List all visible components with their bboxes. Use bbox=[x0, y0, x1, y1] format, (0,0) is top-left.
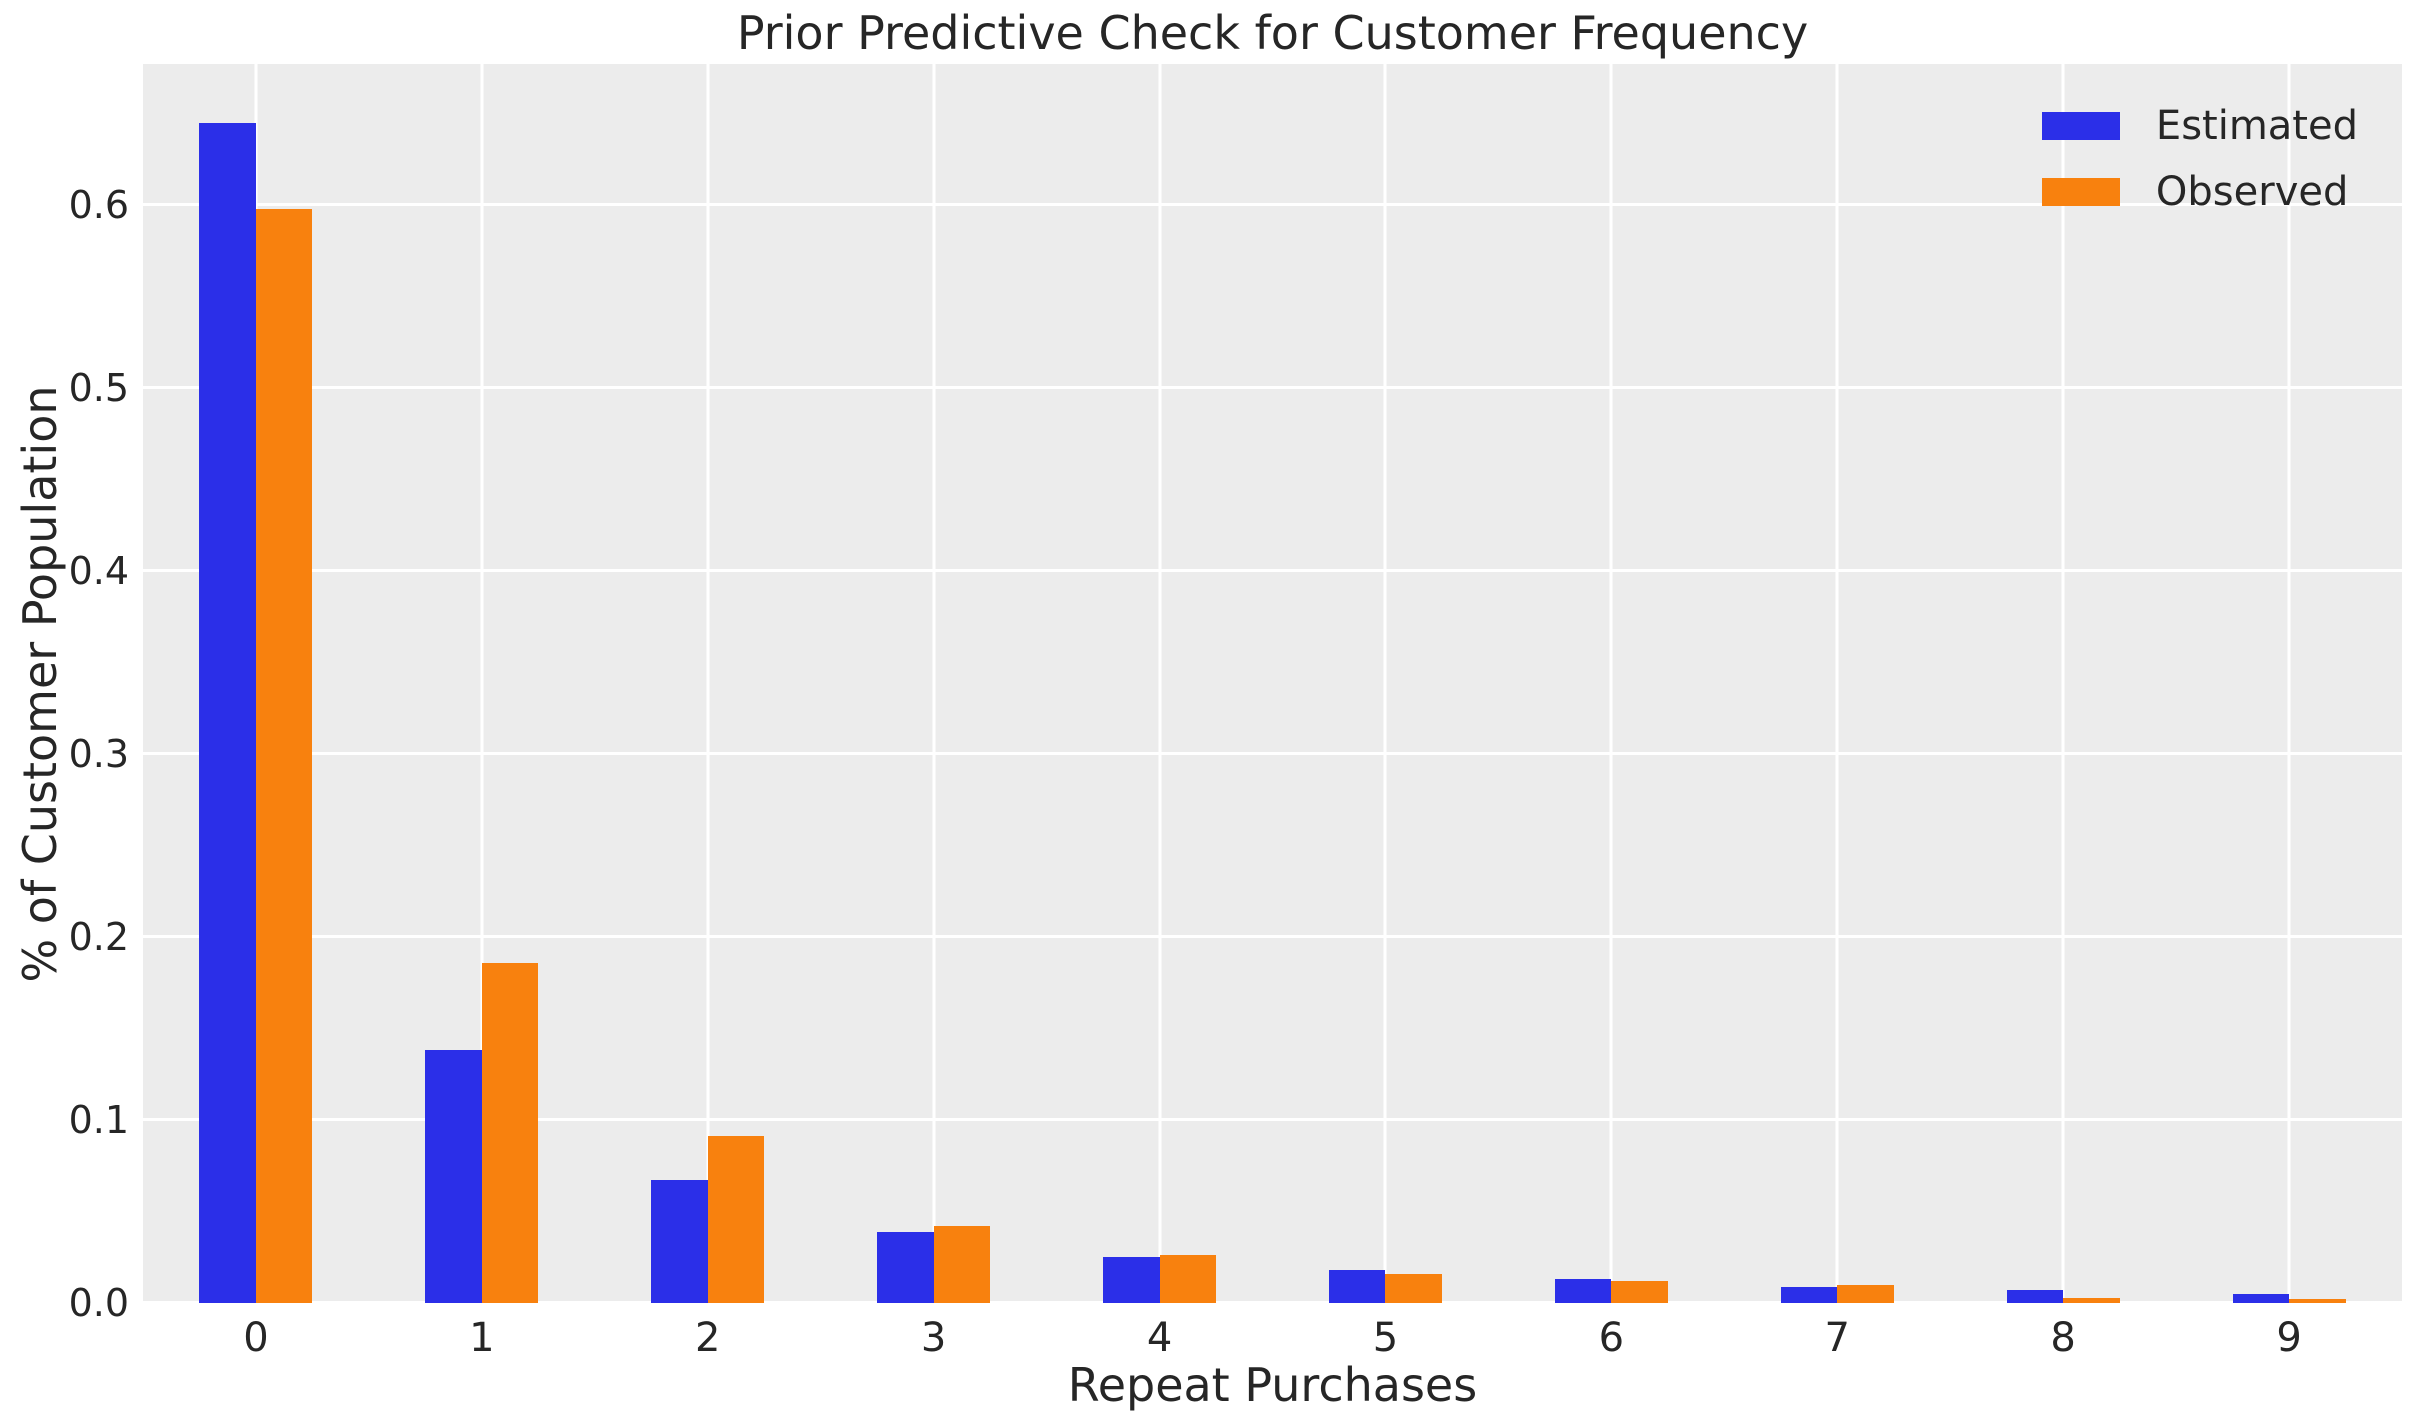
x-gridline bbox=[1383, 64, 1387, 1303]
x-axis-label: Repeat Purchases bbox=[1067, 1358, 1478, 1412]
y-gridline bbox=[143, 568, 2402, 572]
x-gridline bbox=[480, 64, 484, 1303]
y-gridline bbox=[143, 751, 2402, 755]
y-gridline bbox=[143, 385, 2402, 389]
plot-area: 0.0 0.1 0.2 0.3 0.4 0.5 0.6 0 1 2 3 4 5 6 7 8 9 Estimated… bbox=[69, 64, 2402, 1361]
y-tick-label: 0.6 bbox=[68, 182, 129, 227]
x-gridline bbox=[1158, 64, 1162, 1303]
x-tick-label: 6 bbox=[1598, 1315, 1625, 1361]
y-gridline bbox=[143, 1118, 2402, 1121]
x-gridline bbox=[706, 64, 710, 1303]
legend: Estimated Observed bbox=[2041, 103, 2358, 236]
y-tick-label: 0.1 bbox=[68, 1097, 129, 1142]
bar-estimated-6 bbox=[1554, 1279, 1612, 1303]
bar-observed-7 bbox=[1837, 1284, 1894, 1303]
bar-observed-3 bbox=[933, 1226, 991, 1303]
y-tick-label: 0.3 bbox=[68, 731, 129, 776]
x-tick-label: 0 bbox=[243, 1315, 269, 1361]
legend-swatch-estimated bbox=[2041, 112, 2120, 140]
y-tick-label: 0.4 bbox=[68, 548, 129, 593]
legend-swatch-observed bbox=[2041, 178, 2120, 206]
bar-observed-0 bbox=[255, 208, 313, 1303]
x-gridline bbox=[932, 64, 936, 1303]
bar-estimated-4 bbox=[1103, 1257, 1160, 1303]
bar-observed-6 bbox=[1611, 1281, 1668, 1303]
bar-estimated-8 bbox=[2006, 1290, 2064, 1303]
bar-estimated-1 bbox=[425, 1050, 482, 1303]
x-gridline bbox=[2287, 64, 2291, 1303]
y-gridline bbox=[143, 934, 2402, 938]
y-tick-label: 0.0 bbox=[68, 1281, 129, 1325]
bar-observed-4 bbox=[1159, 1255, 1217, 1303]
bar-observed-2 bbox=[707, 1136, 765, 1303]
bar-estimated-2 bbox=[651, 1180, 708, 1303]
bar-observed-5 bbox=[1385, 1273, 1442, 1303]
x-tick-label: 7 bbox=[1824, 1315, 1850, 1361]
bar-observed-9 bbox=[2289, 1299, 2346, 1303]
x-tick-label: 3 bbox=[920, 1315, 947, 1361]
bar-estimated-7 bbox=[1780, 1286, 1838, 1303]
legend-label: Estimated bbox=[2155, 103, 2358, 149]
legend-item-estimated: Estimated bbox=[2041, 103, 2358, 149]
y-tick-label: 0.5 bbox=[68, 365, 129, 410]
bar-estimated-3 bbox=[877, 1231, 934, 1303]
y-axis-label: % of Customer Population bbox=[13, 385, 67, 983]
x-tick-label: 1 bbox=[469, 1315, 495, 1361]
legend-item-observed: Observed bbox=[2041, 169, 2358, 215]
bar-estimated-5 bbox=[1328, 1270, 1386, 1303]
y-tick-label: 0.2 bbox=[68, 914, 129, 959]
y-gridline bbox=[143, 1301, 2402, 1304]
bar-estimated-9 bbox=[2232, 1293, 2290, 1303]
legend-label: Observed bbox=[2155, 169, 2349, 215]
x-gridline bbox=[1835, 64, 1839, 1303]
x-tick-label: 5 bbox=[1372, 1315, 1399, 1361]
x-tick-label: 9 bbox=[2276, 1315, 2302, 1361]
x-tick-label: 8 bbox=[2050, 1315, 2076, 1361]
x-gridline bbox=[2061, 64, 2065, 1303]
bar-observed-1 bbox=[481, 962, 539, 1303]
x-tick-label: 2 bbox=[695, 1315, 721, 1361]
x-gridline bbox=[1609, 64, 1613, 1303]
bar-estimated-0 bbox=[199, 122, 256, 1303]
bar-observed-8 bbox=[2063, 1297, 2120, 1303]
y-gridline bbox=[143, 202, 2402, 206]
chart-title: Prior Predictive Check for Customer Freq… bbox=[736, 6, 1809, 60]
x-tick-label: 4 bbox=[1146, 1315, 1173, 1361]
